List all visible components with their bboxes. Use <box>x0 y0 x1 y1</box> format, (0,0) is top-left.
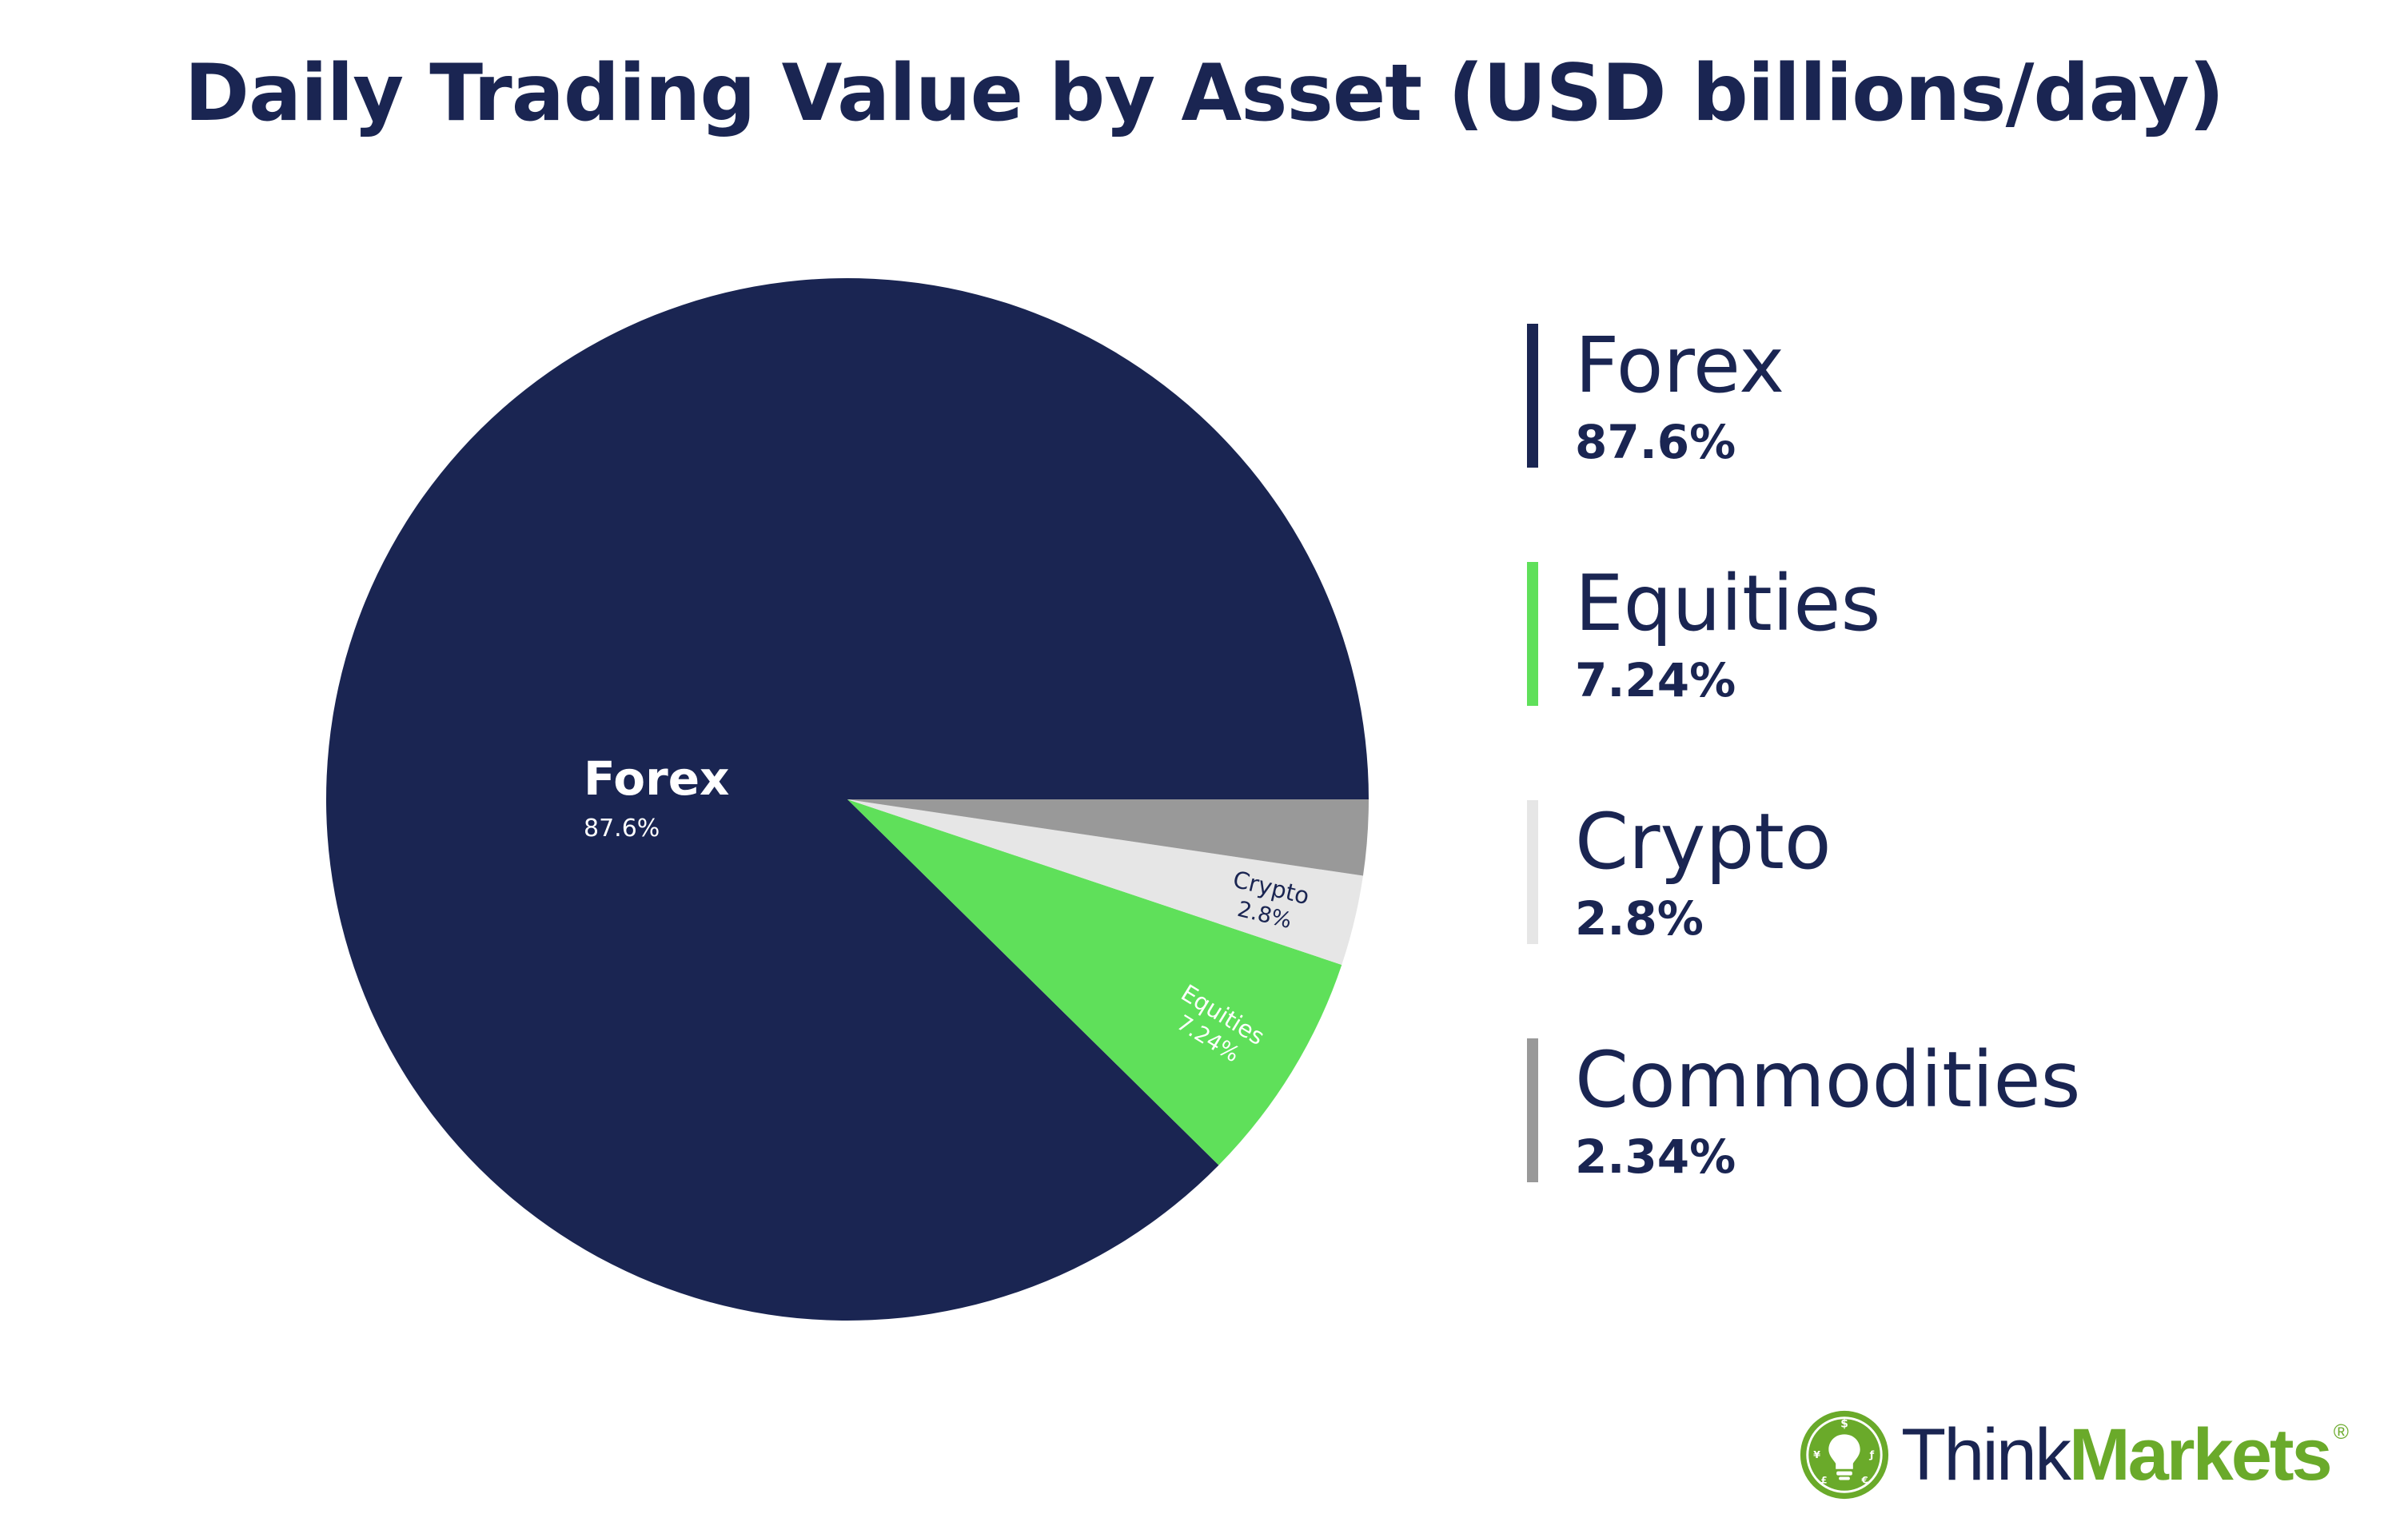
svg-text:$: $ <box>1840 1418 1848 1431</box>
svg-text:£: £ <box>1820 1474 1827 1485</box>
svg-text:¥: ¥ <box>1813 1449 1820 1461</box>
legend-item-commodities: Commodities 2.34% <box>1527 1038 2326 1182</box>
legend-label: Crypto <box>1575 797 1832 886</box>
legend: Forex 87.6% Equities 7.24% Crypto 2.8% C… <box>1527 324 2326 1182</box>
slice-label-forex: Forex 87.6% <box>584 751 729 843</box>
lightbulb-currency-icon: $ ¥ ƒ £ € <box>1800 1410 1889 1500</box>
svg-text:ƒ: ƒ <box>1869 1449 1875 1461</box>
legend-label: Forex <box>1575 321 1785 410</box>
pie-slices <box>325 278 1369 1321</box>
legend-color-bar <box>1527 562 1538 706</box>
legend-label: Equities <box>1575 559 1881 648</box>
slice-label-name: Forex <box>584 751 729 806</box>
chart-title: Daily Trading Value by Asset (USD billio… <box>184 48 2225 139</box>
legend-value: 2.8% <box>1575 891 1704 946</box>
logo-markets-text: Markets <box>2068 1413 2333 1496</box>
legend-color-bar <box>1527 1038 1538 1182</box>
logo-think-text: Think <box>1901 1413 2071 1496</box>
legend-item-crypto: Crypto 2.8% <box>1527 800 2326 944</box>
legend-value: 2.34% <box>1575 1130 1736 1184</box>
legend-item-equities: Equities 7.24% <box>1527 562 2326 706</box>
pie-slice-equities <box>847 799 1342 1165</box>
legend-item-forex: Forex 87.6% <box>1527 324 2326 468</box>
registered-mark: ® <box>2333 1419 2349 1444</box>
legend-value: 7.24% <box>1575 653 1736 707</box>
slice-label-value: 87.6% <box>584 815 660 843</box>
legend-color-bar <box>1527 324 1538 468</box>
pie-slice-commodities <box>847 799 1369 876</box>
thinkmarkets-logo: $ ¥ ƒ £ € ThinkMarkets ® <box>1797 1403 2349 1507</box>
logo-wordmark: ThinkMarkets ® <box>1901 1413 2349 1497</box>
legend-color-bar <box>1527 800 1538 944</box>
pie-slice-crypto <box>847 799 1363 965</box>
legend-label: Commodities <box>1575 1035 2081 1125</box>
pie-slice-forex <box>325 278 1369 1321</box>
svg-text:€: € <box>1860 1474 1868 1485</box>
legend-value: 87.6% <box>1575 415 1736 469</box>
